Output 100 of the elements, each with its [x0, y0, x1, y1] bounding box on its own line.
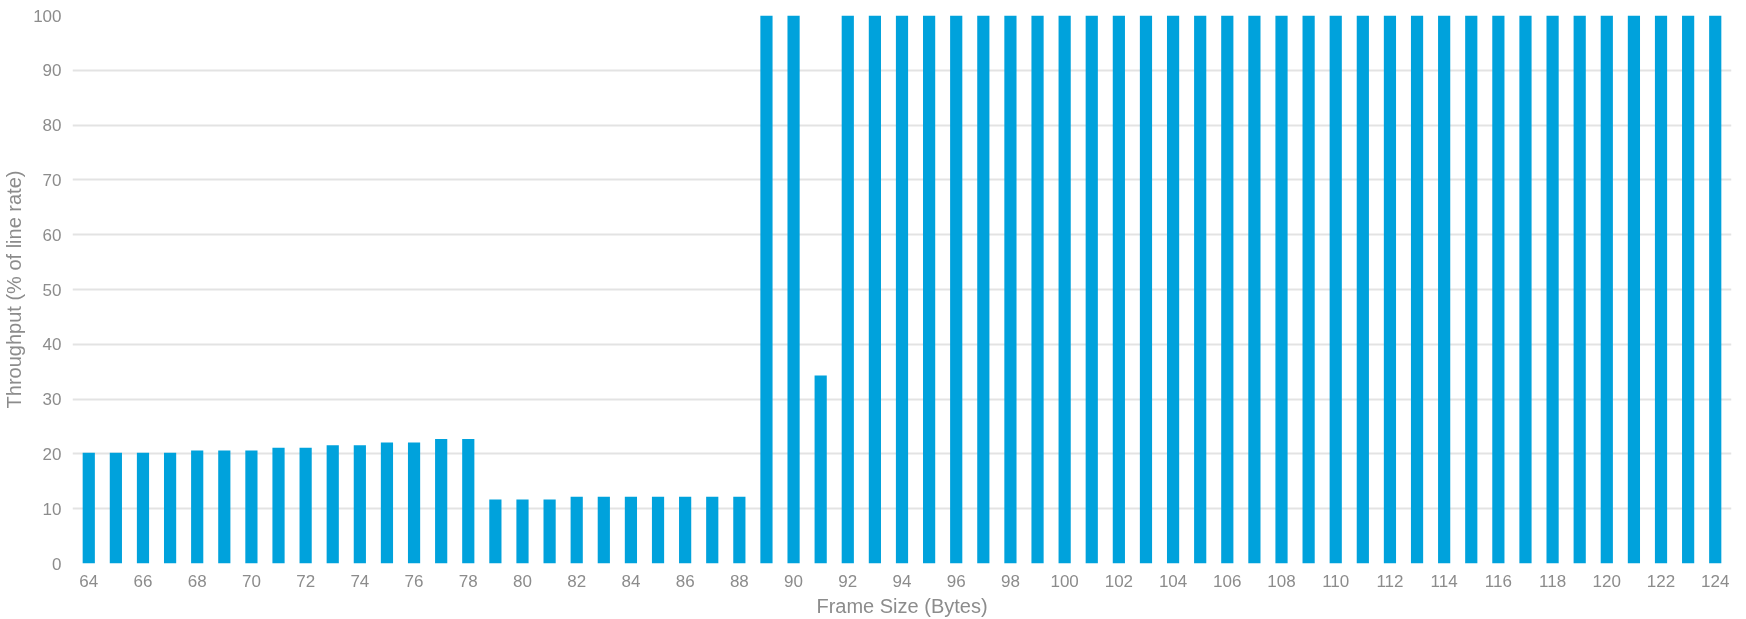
x-tick-label: 94: [892, 571, 912, 591]
y-tick-label: 60: [42, 225, 62, 245]
y-tick-label: 90: [42, 61, 62, 81]
bar: [326, 445, 339, 564]
bar: [787, 15, 800, 564]
y-tick-label: 70: [42, 170, 62, 190]
bar: [435, 439, 448, 564]
bar: [1248, 15, 1261, 564]
bar: [706, 496, 719, 564]
bar: [1085, 15, 1098, 564]
bar: [1546, 15, 1559, 564]
bar: [814, 375, 827, 564]
bar: [1600, 15, 1613, 564]
y-axis-title: Throughput (% of line rate): [3, 170, 26, 409]
bar: [163, 452, 177, 564]
x-tick-label: 80: [513, 571, 532, 591]
bar: [977, 15, 990, 564]
x-tick-label: 92: [838, 571, 858, 591]
bar: [1275, 15, 1288, 564]
bar: [1058, 15, 1071, 564]
x-tick-label: 100: [1050, 571, 1079, 591]
x-tick-label: 122: [1646, 571, 1676, 591]
bar: [651, 496, 665, 564]
y-tick-label: 20: [42, 444, 62, 464]
bar: [353, 445, 366, 564]
bar: [1166, 15, 1180, 564]
x-tick-label: 68: [187, 571, 207, 591]
bar: [299, 447, 312, 564]
bar: [543, 499, 556, 564]
bar: [733, 496, 746, 564]
x-tick-label: 120: [1592, 571, 1621, 591]
bar: [597, 496, 610, 564]
x-tick-label: 64: [79, 571, 99, 591]
bar: [570, 496, 583, 564]
bar: [923, 15, 936, 564]
x-tick-label: 78: [458, 571, 478, 591]
bar: [1112, 15, 1125, 564]
bar: [1356, 15, 1369, 564]
x-tick-label: 82: [567, 571, 587, 591]
bar: [679, 496, 692, 564]
bar: [1654, 15, 1668, 564]
bar: [1492, 15, 1505, 564]
x-tick-label: 72: [296, 571, 316, 591]
bar: [136, 452, 150, 564]
x-tick-label: 70: [241, 571, 261, 591]
x-tick-label: 114: [1430, 571, 1458, 591]
y-tick-label: 80: [42, 116, 62, 136]
bar: [1139, 15, 1153, 564]
x-tick-label: 104: [1158, 571, 1188, 591]
y-tick-label: 10: [42, 499, 62, 519]
bar: [218, 450, 231, 564]
bar: [624, 496, 638, 564]
x-tick-label: 102: [1104, 571, 1134, 591]
bar: [462, 439, 475, 564]
x-tick-label: 116: [1484, 571, 1512, 591]
bar: [191, 450, 204, 564]
y-tick-label: 30: [42, 390, 62, 410]
bar: [841, 15, 854, 564]
bar: [1709, 15, 1722, 564]
bar: [1221, 15, 1234, 564]
bar: [245, 450, 258, 564]
x-tick-label: 118: [1539, 571, 1567, 591]
y-tick-label: 50: [42, 280, 62, 300]
x-tick-label: 76: [404, 571, 424, 591]
x-tick-label: 108: [1267, 571, 1296, 591]
bar: [868, 15, 881, 564]
bar: [760, 15, 773, 564]
x-tick-label: 110: [1322, 571, 1350, 591]
bar: [1438, 15, 1451, 564]
y-tick-label: 40: [42, 335, 62, 355]
x-tick-label: 106: [1213, 571, 1242, 591]
bar: [516, 499, 529, 564]
bar: [1573, 15, 1586, 564]
x-tick-label: 90: [784, 571, 804, 591]
x-tick-label: 88: [729, 571, 749, 591]
bar: [380, 442, 394, 564]
bar: [489, 499, 502, 564]
bar: [1031, 15, 1044, 564]
bar: [272, 447, 285, 564]
bar: [1383, 15, 1397, 564]
y-tick-label: 100: [33, 6, 62, 26]
x-tick-label: 66: [133, 571, 153, 591]
x-tick-label: 112: [1376, 571, 1404, 591]
y-tick-label: 0: [52, 554, 62, 574]
x-tick-label: 84: [621, 571, 641, 591]
bar: [407, 442, 421, 564]
bar: [1627, 15, 1641, 564]
x-tick-label: 74: [350, 571, 370, 591]
bar: [1302, 15, 1315, 564]
bar: [1410, 15, 1424, 564]
bar: [1194, 15, 1207, 564]
bar: [82, 452, 95, 564]
x-tick-label: 86: [675, 571, 695, 591]
bar: [109, 452, 122, 564]
x-tick-label: 124: [1701, 571, 1730, 591]
bar: [950, 15, 963, 564]
bar: [1465, 15, 1478, 564]
x-tick-label: 98: [1000, 571, 1020, 591]
bar: [1004, 15, 1017, 564]
bar: [895, 15, 909, 564]
